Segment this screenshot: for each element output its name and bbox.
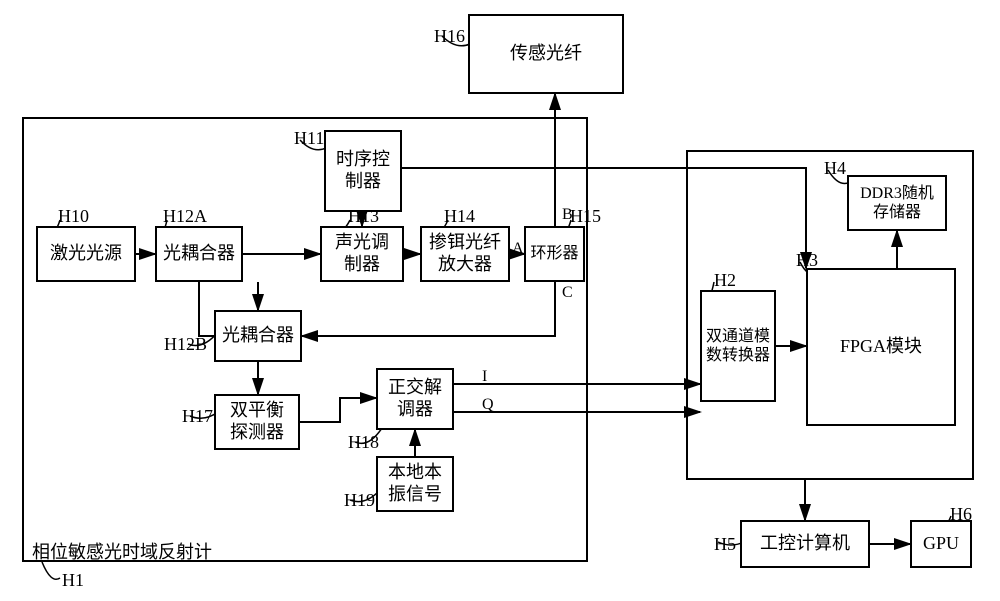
ref-h1: H1 <box>62 570 84 591</box>
balanced-detector-box: 双平衡 探测器 <box>214 394 300 450</box>
port-label-q: Q <box>482 396 494 414</box>
ref-h5: H5 <box>714 534 736 555</box>
aom-box: 声光调 制器 <box>320 226 404 282</box>
ref-h13: H13 <box>348 206 379 227</box>
iq-demod-box: 正交解 调器 <box>376 368 454 430</box>
ref-h19: H19 <box>344 490 375 511</box>
port-label-c: C <box>562 284 573 302</box>
ref-h2: H2 <box>714 270 736 291</box>
sensing-fiber-box: 传感光纤 <box>468 14 624 94</box>
ipc-box: 工控计算机 <box>740 520 870 568</box>
ref-h16: H16 <box>434 26 465 47</box>
ref-h3: H3 <box>796 250 818 271</box>
fpga-box: FPGA模块 <box>806 268 956 426</box>
ref-h15: H15 <box>570 206 601 227</box>
circulator-box: 环形器 <box>524 226 585 282</box>
port-label-i: I <box>482 368 487 386</box>
ref-h18: H18 <box>348 432 379 453</box>
timing-controller-box: 时序控 制器 <box>324 130 402 212</box>
adc-box: 双通道模 数转换器 <box>700 290 776 402</box>
ddr3-box: DDR3随机 存储器 <box>847 175 947 231</box>
local-osc-box: 本地本 振信号 <box>376 456 454 512</box>
coupler-b-box: 光耦合器 <box>214 310 302 362</box>
edfa-box: 掺铒光纤 放大器 <box>420 226 510 282</box>
otdr-frame-title: 相位敏感光时域反射计 <box>32 538 212 564</box>
ref-h12b: H12B <box>164 334 207 355</box>
ref-h6: H6 <box>950 504 972 525</box>
ref-h14: H14 <box>444 206 475 227</box>
ref-h10: H10 <box>58 206 89 227</box>
gpu-box: GPU <box>910 520 972 568</box>
port-label-a: A <box>512 240 524 258</box>
otdr-frame <box>22 117 588 562</box>
ref-h12a: H12A <box>163 206 207 227</box>
ref-h4: H4 <box>824 158 846 179</box>
ref-h17: H17 <box>182 406 213 427</box>
coupler-a-box: 光耦合器 <box>155 226 243 282</box>
ref-h11: H11 <box>294 128 324 149</box>
laser-source-box: 激光光源 <box>36 226 136 282</box>
